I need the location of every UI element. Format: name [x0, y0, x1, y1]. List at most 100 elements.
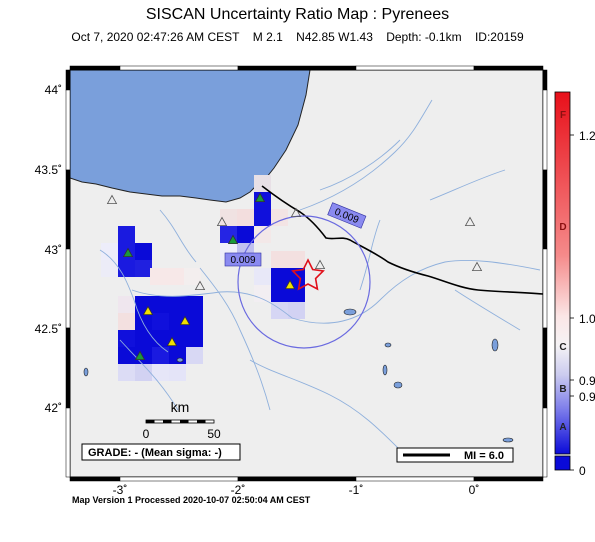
map-version-footer: Map Version 1 Processed 2020-10-07 02:50… [72, 495, 311, 505]
sea-area [70, 70, 311, 203]
contour-label-text: 0.009 [230, 255, 255, 266]
uncertainty-cell [254, 226, 271, 243]
uncertainty-cell [169, 364, 186, 381]
uncertainty-cell [135, 260, 152, 277]
colorbar-value: 0.9 [579, 390, 595, 404]
reservoirs [83, 308, 514, 443]
uncertainty-cell [118, 330, 135, 347]
uncertainty-cell [186, 330, 203, 347]
grade-letter: C [559, 342, 566, 353]
station-triangle-icon[interactable] [314, 259, 326, 270]
event-magnitude: M 2.1 [252, 30, 283, 44]
frame-ticks [65, 65, 548, 482]
uncertainty-cell [271, 209, 288, 226]
uncertainty-cell [237, 226, 254, 243]
uncertainty-cell [152, 364, 169, 381]
rivers [99, 99, 541, 451]
event-info: Oct 7, 2020 02:47:26 AM CEST M 2.1 N42.8… [0, 30, 595, 44]
uncertainty-cell [152, 330, 169, 347]
station-triangle-icon[interactable] [166, 336, 178, 347]
map-area[interactable]: 0.009 0.009 [70, 70, 543, 477]
uncertainty-cell [186, 347, 203, 364]
station-triangle-icon[interactable] [179, 315, 191, 326]
grade-letter: F [560, 110, 566, 121]
event-location: N42.85 W1.43 [296, 30, 373, 44]
station-triangle-icon[interactable] [194, 280, 206, 291]
uncertainty-cell [169, 313, 186, 330]
station-triangle-icon[interactable] [134, 350, 146, 361]
lon-tick-label: 0˚ [469, 483, 480, 497]
grade-letter: B [559, 384, 566, 395]
uncertainty-cell [184, 268, 201, 285]
event-datetime: Oct 7, 2020 02:47:26 AM CEST [71, 30, 240, 44]
uncertainty-cell [254, 209, 271, 226]
uncertainty-cell [152, 313, 169, 330]
colorbar-value: 0.9 [579, 374, 595, 388]
event-depth: Depth: -0.1km [386, 30, 462, 44]
uncertainty-cell [186, 313, 203, 330]
uncertainty-cell [118, 313, 135, 330]
map-title: SISCAN Uncertainty Ratio Map : Pyrenees [145, 6, 450, 23]
uncertainty-cell [118, 364, 135, 381]
lat-axis-labels: 44˚ 43.5˚ 43˚ 42.5˚ 42˚ [35, 83, 62, 415]
colorbar-value: 0 [579, 464, 586, 478]
uncertainty-cell [254, 268, 271, 285]
uncertainty-cell [186, 296, 203, 313]
station-triangle-icon[interactable] [216, 216, 228, 227]
lat-tick-label: 43.5˚ [35, 163, 62, 177]
epicenter-star-icon[interactable] [291, 258, 325, 291]
scale-start: 0 [143, 427, 150, 441]
station-triangle-icon[interactable] [284, 279, 296, 290]
uncertainty-cell [220, 209, 237, 226]
lon-tick-label: -1˚ [349, 483, 364, 497]
station-triangle-icon[interactable] [464, 216, 476, 227]
station-triangle-icon[interactable] [106, 194, 118, 205]
uncertainty-cell [254, 175, 271, 192]
uncertainty-cell [135, 243, 152, 260]
contour-label-2: 0.009 [224, 252, 262, 267]
lon-tick-label: -2˚ [231, 483, 246, 497]
mi-box: MI = 6.0 [396, 447, 514, 463]
uncertainty-cell [118, 347, 135, 364]
uncertainty-cell [135, 364, 152, 381]
uncertainty-cell [135, 313, 152, 330]
uncertainty-cell [271, 268, 288, 285]
station-triangle-icon[interactable] [254, 192, 266, 203]
uncertainty-cell [169, 296, 186, 313]
station-triangle-icon[interactable] [227, 234, 239, 245]
uncertainty-cell [152, 296, 169, 313]
lon-tick-label: -3˚ [113, 483, 128, 497]
colorbar-gradient [554, 91, 571, 455]
uncertainty-cell [271, 251, 288, 268]
lon-axis-labels: -3˚ -2˚ -1˚ 0˚ [113, 483, 480, 497]
uncertainty-cell [150, 268, 167, 285]
uncertainty-cell [167, 268, 184, 285]
uncertainty-cell [101, 260, 118, 277]
uncertainty-cell [288, 285, 305, 302]
country-border [261, 185, 543, 295]
uncertainty-ellipse [237, 215, 371, 349]
station-triangle-icon[interactable] [122, 247, 134, 258]
colorbar: F D C B A 1.2 1.0 0.9 0.9 0 [554, 91, 595, 478]
lat-tick-label: 42˚ [45, 401, 62, 415]
colorbar-value: 1.0 [579, 312, 595, 326]
station-triangle-icon[interactable] [290, 207, 302, 218]
scale-bar: km 0 50 [143, 399, 221, 441]
uncertainty-cell [288, 251, 305, 268]
uncertainty-cell [118, 226, 135, 243]
uncertainty-cell [152, 347, 169, 364]
station-triangle-icon[interactable] [142, 305, 154, 316]
station-triangle-icon[interactable] [471, 261, 483, 272]
uncertainty-cell [271, 285, 288, 302]
uncertainty-cell [135, 330, 152, 347]
lat-tick-label: 44˚ [45, 83, 62, 97]
mi-text: MI = 6.0 [464, 450, 504, 462]
uncertainty-cell [118, 260, 135, 277]
stations [106, 192, 483, 361]
grade-box: GRADE: - (Mean sigma: -) [81, 443, 241, 461]
grade-text: GRADE: - (Mean sigma: -) [88, 447, 222, 459]
grade-letter: A [559, 422, 566, 433]
lat-tick-label: 43˚ [45, 243, 62, 257]
